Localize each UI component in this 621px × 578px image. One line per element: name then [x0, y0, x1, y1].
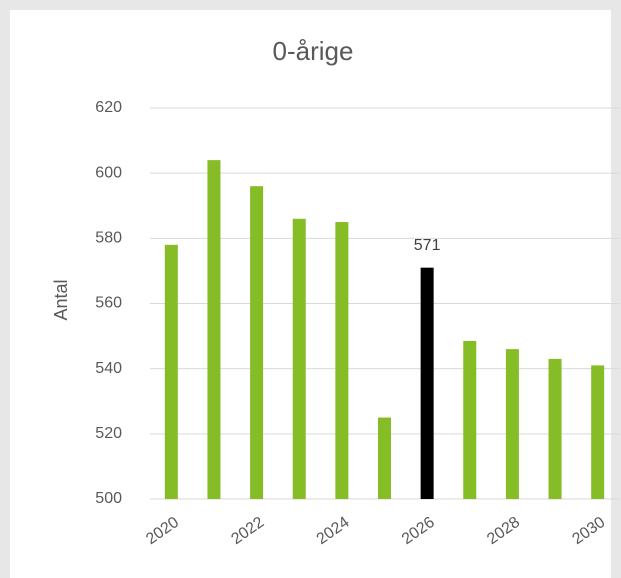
bar [548, 358, 562, 499]
chart-title: 0-årige [273, 36, 354, 66]
bar [164, 244, 178, 499]
bar [463, 340, 477, 499]
y-tick-label: 580 [95, 230, 122, 247]
y-tick-label: 600 [95, 164, 122, 181]
data-label: 571 [414, 237, 441, 254]
y-tick-label: 560 [95, 295, 122, 312]
y-axis-label: Antal [51, 279, 71, 320]
bar [250, 186, 264, 499]
bar [505, 349, 519, 499]
y-tick-label: 540 [95, 360, 122, 377]
bar [335, 222, 349, 499]
bar [207, 160, 221, 499]
y-tick-label: 520 [95, 425, 122, 442]
bar [420, 267, 434, 499]
y-tick-label: 500 [95, 490, 122, 507]
y-tick-label: 620 [95, 99, 122, 116]
bar [378, 417, 391, 499]
bar [591, 365, 605, 499]
bar [292, 218, 306, 500]
